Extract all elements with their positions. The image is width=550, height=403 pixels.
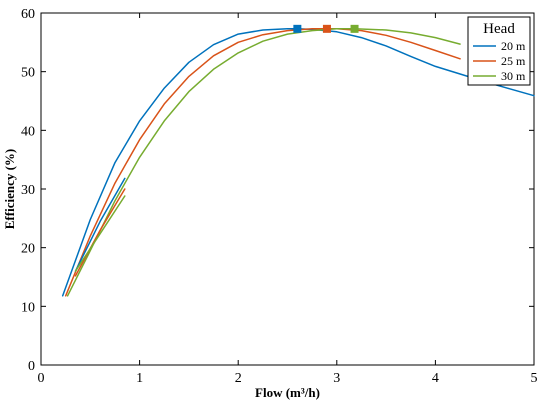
plot-area: 0 1 2 3 4 5 0 10 20 30 40 50 60 bbox=[21, 7, 538, 386]
legend-label-25-m: 25 m bbox=[501, 54, 526, 68]
x-tick-label: 4 bbox=[432, 371, 439, 386]
peak-marker-20-m bbox=[293, 24, 302, 33]
plot-frame bbox=[40, 12, 535, 366]
x-axis-title: Flow (m³/h) bbox=[255, 385, 320, 400]
legend-label-30-m: 30 m bbox=[501, 69, 526, 83]
x-tick-label: 0 bbox=[38, 371, 45, 386]
legend: Head 20 m25 m30 m bbox=[467, 16, 531, 86]
legend-entries: 20 m25 m30 m bbox=[473, 39, 526, 83]
x-tick-label: 5 bbox=[531, 371, 538, 386]
series-line-30-m bbox=[66, 28, 461, 297]
y-axis-title: Efficiency (%) bbox=[2, 149, 17, 230]
y-axis-ticks: 0 10 20 30 40 50 60 bbox=[21, 7, 534, 374]
x-tick-label: 2 bbox=[235, 371, 242, 386]
y-tick-label: 50 bbox=[21, 66, 35, 81]
legend-label-20-m: 20 m bbox=[501, 39, 526, 53]
marker-layer bbox=[293, 24, 359, 33]
y-tick-label: 40 bbox=[21, 124, 35, 139]
legend-box bbox=[467, 16, 531, 86]
legend-title: Head bbox=[483, 21, 515, 37]
x-axis-ticks: 0 1 2 3 4 5 bbox=[38, 13, 538, 386]
y-tick-label: 20 bbox=[21, 242, 35, 257]
y-tick-label: 10 bbox=[21, 300, 35, 315]
series-line-25-m bbox=[64, 28, 461, 297]
series-line-segment bbox=[74, 177, 126, 272]
series-line-segment bbox=[74, 195, 126, 272]
series-line-segment bbox=[74, 188, 126, 277]
x-tick-label: 1 bbox=[136, 371, 143, 386]
y-tick-label: 60 bbox=[21, 7, 35, 22]
y-tick-label: 0 bbox=[28, 359, 35, 374]
peak-marker-25-m bbox=[322, 24, 331, 33]
x-tick-label: 3 bbox=[333, 371, 340, 386]
y-tick-label: 30 bbox=[21, 183, 35, 198]
peak-marker-30-m bbox=[350, 24, 359, 33]
